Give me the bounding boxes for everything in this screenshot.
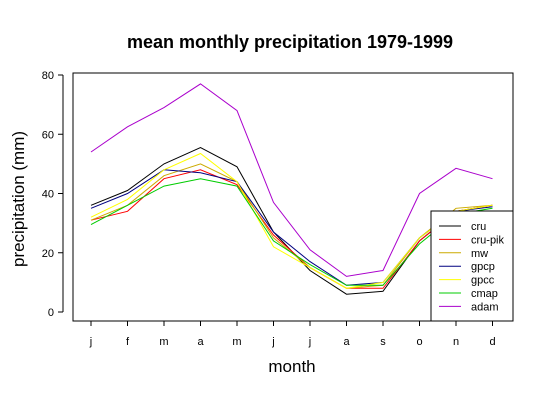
y-tick-label: 0	[48, 307, 54, 319]
y-axis: 0 20 40 60 80	[42, 70, 64, 319]
y-tick-label: 60	[42, 129, 54, 141]
legend-label-adam: adam	[471, 301, 499, 313]
y-axis-label: precipitation (mm)	[9, 131, 28, 267]
y-tick-label: 40	[42, 189, 54, 201]
y-tick-label: 20	[42, 248, 54, 260]
x-tick-label: a	[343, 336, 350, 348]
x-tick-label: m	[232, 336, 241, 348]
x-axis-label: month	[268, 357, 315, 376]
x-tick-label: f	[126, 336, 130, 348]
x-tick-label: j	[308, 336, 311, 348]
x-tick-label: s	[380, 336, 386, 348]
legend-box	[430, 210, 514, 322]
legend-label-gpcc: gpcc	[471, 275, 495, 287]
series-line-adam	[90, 83, 493, 277]
legend-label-cru: cru	[471, 221, 486, 233]
legend-label-mw: mw	[471, 248, 488, 260]
chart-title: mean monthly precipitation 1979-1999	[127, 32, 453, 52]
legend-label-cmap: cmap	[471, 288, 498, 300]
legend-label-gpcp: gpcp	[471, 261, 495, 273]
legend-label-cru-pik: cru-pik	[471, 234, 505, 246]
series-line-gpcc	[90, 152, 493, 289]
x-tick-label: d	[489, 336, 495, 348]
x-tick-label: m	[159, 336, 168, 348]
series-line-cru-pik	[90, 169, 493, 289]
x-tick-label: a	[197, 336, 204, 348]
x-tick-label: j	[89, 336, 92, 348]
x-tick-label: j	[271, 336, 274, 348]
x-tick-label: o	[416, 336, 422, 348]
x-tick-label: n	[453, 336, 459, 348]
series-lines	[90, 83, 493, 295]
y-tick-label: 80	[42, 70, 54, 82]
series-line-cmap	[90, 178, 493, 286]
